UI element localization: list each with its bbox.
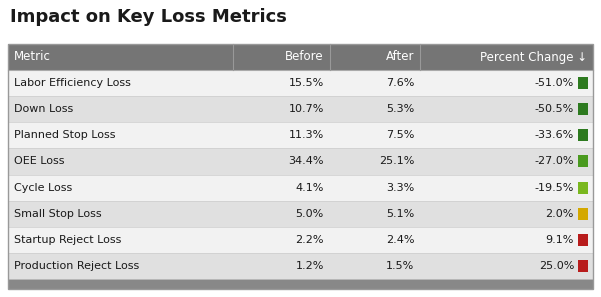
Text: Metric: Metric xyxy=(14,50,51,64)
Text: 9.1%: 9.1% xyxy=(546,235,574,245)
Text: 3.3%: 3.3% xyxy=(386,183,415,192)
Text: Startup Reject Loss: Startup Reject Loss xyxy=(14,235,121,245)
Bar xyxy=(8,279,593,289)
Text: 5.1%: 5.1% xyxy=(386,209,415,219)
Text: 2.0%: 2.0% xyxy=(546,209,574,219)
Bar xyxy=(421,44,593,70)
Text: 2.4%: 2.4% xyxy=(386,235,415,245)
Text: Labor Efficiency Loss: Labor Efficiency Loss xyxy=(14,78,131,88)
Text: -27.0%: -27.0% xyxy=(534,157,574,166)
Text: 1.5%: 1.5% xyxy=(386,261,415,271)
Bar xyxy=(8,148,593,175)
Bar xyxy=(8,253,593,279)
Text: 5.0%: 5.0% xyxy=(296,209,324,219)
Bar xyxy=(8,70,593,96)
Text: -19.5%: -19.5% xyxy=(535,183,574,192)
Text: Production Reject Loss: Production Reject Loss xyxy=(14,261,139,271)
Text: 5.3%: 5.3% xyxy=(386,104,415,114)
Bar xyxy=(578,234,588,246)
Bar xyxy=(8,96,593,122)
Text: Planned Stop Loss: Planned Stop Loss xyxy=(14,130,115,140)
Bar xyxy=(578,103,588,115)
Text: 7.5%: 7.5% xyxy=(386,130,415,140)
Text: Cycle Loss: Cycle Loss xyxy=(14,183,72,192)
Text: 11.3%: 11.3% xyxy=(288,130,324,140)
Text: -51.0%: -51.0% xyxy=(535,78,574,88)
Text: 7.6%: 7.6% xyxy=(386,78,415,88)
Text: 34.4%: 34.4% xyxy=(288,157,324,166)
Text: -33.6%: -33.6% xyxy=(535,130,574,140)
Text: After: After xyxy=(386,50,415,64)
Text: Percent Change ↓: Percent Change ↓ xyxy=(480,50,587,64)
Text: 15.5%: 15.5% xyxy=(288,78,324,88)
Text: Down Loss: Down Loss xyxy=(14,104,73,114)
Bar xyxy=(8,44,593,289)
Text: 25.1%: 25.1% xyxy=(379,157,415,166)
Text: 10.7%: 10.7% xyxy=(288,104,324,114)
Text: Impact on Key Loss Metrics: Impact on Key Loss Metrics xyxy=(10,8,287,26)
Text: 2.2%: 2.2% xyxy=(295,235,324,245)
Text: 25.0%: 25.0% xyxy=(538,261,574,271)
Text: 4.1%: 4.1% xyxy=(295,183,324,192)
Bar xyxy=(233,44,330,70)
Bar xyxy=(8,201,593,227)
Bar xyxy=(8,227,593,253)
Text: Small Stop Loss: Small Stop Loss xyxy=(14,209,102,219)
Bar xyxy=(578,181,588,194)
Text: -50.5%: -50.5% xyxy=(535,104,574,114)
Text: 1.2%: 1.2% xyxy=(295,261,324,271)
Text: Before: Before xyxy=(285,50,324,64)
Bar xyxy=(8,175,593,201)
Bar xyxy=(578,129,588,141)
Text: OEE Loss: OEE Loss xyxy=(14,157,64,166)
Bar xyxy=(8,44,233,70)
Bar xyxy=(578,77,588,89)
Bar xyxy=(330,44,421,70)
Bar xyxy=(578,208,588,220)
Bar xyxy=(8,122,593,148)
Bar xyxy=(578,155,588,168)
Bar xyxy=(578,260,588,272)
